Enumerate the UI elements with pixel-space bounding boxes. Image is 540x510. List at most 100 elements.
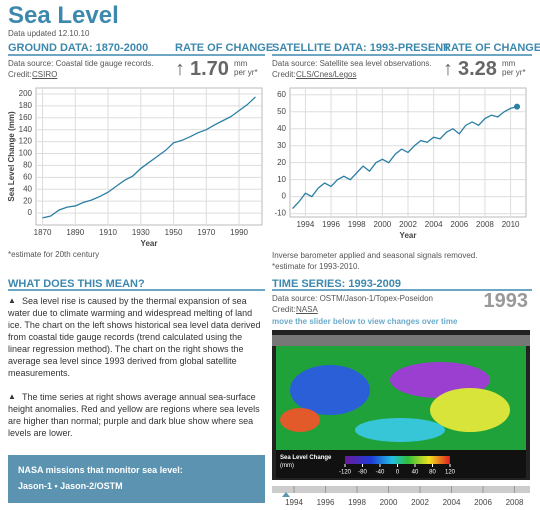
- x-axis-label: Year: [400, 231, 417, 240]
- y-tick-label: 60: [23, 172, 32, 181]
- y-tick-label: 60: [277, 90, 286, 99]
- source: Data source: Coastal tide gauge records.: [8, 59, 154, 68]
- missions-box: [8, 455, 265, 503]
- slider[interactable]: [272, 486, 530, 493]
- y-tick-label: 20: [23, 196, 32, 205]
- arrow: ↑: [443, 58, 453, 80]
- heading: GROUND DATA: 1870-2000: [8, 42, 149, 54]
- y-tick-label: 200: [19, 89, 33, 98]
- heading: RATE OF CHANGE: [175, 42, 274, 54]
- y-tick-label: 120: [19, 137, 33, 146]
- hint: move the slider below to view changes ov…: [272, 317, 458, 326]
- x-tick-label: 1870: [34, 228, 52, 237]
- updated: Data updated 12.10.10: [8, 29, 90, 38]
- arrow: ↑: [175, 58, 185, 80]
- y-tick-label: 20: [277, 158, 286, 167]
- rate: 1.70: [190, 58, 229, 80]
- credit-link[interactable]: CLS/Cnes/Legos: [296, 70, 357, 79]
- end-point: [514, 103, 521, 110]
- y-tick-label: 80: [23, 161, 32, 170]
- heading: SATELLITE DATA: 1993-PRESENT: [272, 42, 450, 54]
- year: 1993: [483, 290, 529, 312]
- colorbar-title: Sea Level Change: [280, 455, 332, 461]
- unit: per yr*: [234, 68, 258, 77]
- heading: RATE OF CHANGE: [443, 42, 540, 54]
- slider-year: 2000: [380, 498, 398, 507]
- x-tick-label: 2006: [450, 220, 468, 229]
- x-tick-label: 2002: [399, 220, 417, 229]
- y-tick-label: 30: [277, 141, 286, 150]
- y-tick-label: 50: [277, 107, 286, 116]
- x-tick-label: 1910: [99, 228, 117, 237]
- colorbar-label: -120: [339, 470, 352, 476]
- x-tick-label: 2008: [476, 220, 494, 229]
- slider-handle[interactable]: [282, 492, 290, 497]
- note: *estimate for 1993-2010.: [272, 262, 360, 271]
- paragraph: The time series at right shows average a…: [8, 392, 260, 438]
- credit-link[interactable]: NASA: [296, 305, 318, 314]
- colorbar: [345, 456, 450, 464]
- y-tick-label: 100: [19, 149, 33, 158]
- x-tick-label: 1970: [197, 228, 215, 237]
- note: *estimate for 20th century: [8, 250, 100, 259]
- credit-label: Credit:: [272, 305, 296, 314]
- colorbar-label: 40: [412, 470, 419, 476]
- colorbar-label: 80: [429, 470, 436, 476]
- x-tick-label: 1994: [296, 220, 314, 229]
- unit: mm: [234, 59, 248, 68]
- x-tick-label: 1930: [132, 228, 150, 237]
- source: Data source: OSTM/Jason-1/Topex-Poseidon: [272, 294, 433, 303]
- unit: mm: [502, 59, 516, 68]
- y-tick-label: 0: [282, 192, 287, 201]
- heading: TIME SERIES: 1993-2009: [272, 278, 402, 290]
- x-tick-label: 2000: [373, 220, 391, 229]
- x-tick-label: 1996: [322, 220, 340, 229]
- rate: 3.28: [458, 58, 497, 80]
- slider-year: 1998: [348, 498, 366, 507]
- y-tick-label: 140: [19, 125, 33, 134]
- colorbar-unit: (mm): [280, 463, 294, 469]
- colorbar-label: -40: [376, 470, 385, 476]
- slider-year: 2002: [411, 498, 429, 507]
- x-axis-label: Year: [141, 239, 158, 248]
- y-tick-label: 10: [277, 175, 286, 184]
- y-tick-label: 180: [19, 101, 33, 110]
- slider-year: 2004: [443, 498, 461, 507]
- paragraph: Sea level rise is caused by the thermal …: [8, 296, 261, 378]
- credit-link[interactable]: CSIRO: [32, 70, 58, 79]
- y-tick-label: 160: [19, 113, 33, 122]
- x-tick-label: 1998: [348, 220, 366, 229]
- x-tick-label: 1990: [230, 228, 248, 237]
- heading: WHAT DOES THIS MEAN?: [8, 278, 145, 290]
- colorbar-label: 0: [396, 470, 400, 476]
- unit: per yr*: [502, 68, 526, 77]
- note: Inverse barometer applied and seasonal s…: [272, 251, 478, 260]
- credit-label: Credit:: [8, 70, 32, 79]
- colorbar-label: 120: [445, 470, 456, 476]
- plot-area: [35, 87, 263, 226]
- x-tick-label: 2004: [425, 220, 443, 229]
- x-tick-label: 2010: [502, 220, 520, 229]
- y-axis-label: Sea Level Change (mm): [7, 111, 16, 202]
- bullet: ▲: [8, 296, 16, 305]
- slider-year: 1994: [285, 498, 303, 507]
- slider-year: 2006: [474, 498, 492, 507]
- y-tick-label: 40: [23, 184, 32, 193]
- missions-title: NASA missions that monitor sea level:: [18, 465, 183, 475]
- line: [292, 106, 518, 209]
- x-tick-label: 1890: [66, 228, 84, 237]
- missions-list: Jason-1 • Jason-2/OSTM: [18, 481, 123, 491]
- slider-year: 2008: [506, 498, 524, 507]
- bullet: ▲: [8, 392, 16, 401]
- slider-year: 1996: [317, 498, 335, 507]
- source: Data source: Satellite sea level observa…: [272, 59, 432, 68]
- credit-label: Credit:: [272, 70, 296, 79]
- title: Sea Level: [8, 2, 119, 29]
- line: [42, 96, 256, 219]
- y-tick-label: 0: [28, 208, 33, 217]
- y-tick-label: 40: [277, 124, 286, 133]
- x-tick-label: 1950: [165, 228, 183, 237]
- colorbar-label: -80: [358, 470, 367, 476]
